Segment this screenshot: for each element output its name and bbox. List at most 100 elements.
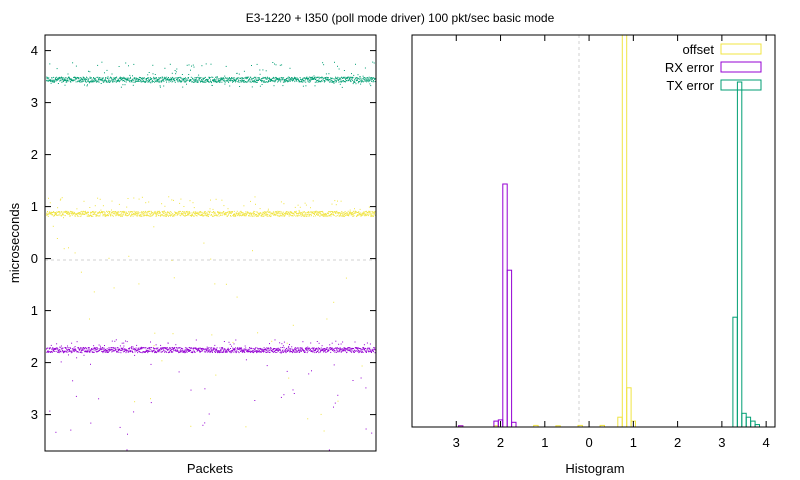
scatter-point [115, 212, 117, 214]
scatter-point [70, 212, 72, 214]
scatter-point [54, 348, 56, 350]
scatter-point [244, 345, 246, 347]
scatter-point [205, 351, 207, 353]
scatter-point [109, 211, 111, 212]
scatter-point [192, 64, 194, 66]
scatter-point [249, 348, 251, 350]
scatter-point [89, 318, 90, 320]
scatter-point [347, 213, 349, 215]
scatter-point [242, 77, 244, 79]
scatter-point [267, 78, 269, 80]
scatter-point [324, 213, 326, 215]
histogram-bar [506, 269, 513, 428]
scatter-point [308, 77, 310, 79]
scatter-point [189, 80, 191, 82]
scatter-point [230, 350, 232, 351]
scatter-point [148, 347, 149, 349]
scatter-point [330, 211, 332, 213]
scatter-point [304, 215, 306, 216]
scatter-point [73, 350, 75, 352]
scatter-point [90, 213, 92, 215]
scatter-point [181, 80, 183, 82]
scatter-point [67, 79, 69, 81]
scatter-point [240, 77, 242, 79]
scatter-point [282, 79, 284, 81]
scatter-point [283, 347, 285, 349]
scatter-point [300, 79, 302, 81]
scatter-point [247, 81, 249, 83]
scatter-point [345, 80, 347, 82]
scatter-point [308, 76, 310, 78]
scatter-point [331, 211, 333, 212]
scatter-point [121, 215, 123, 217]
scatter-point [176, 347, 178, 349]
scatter-point [259, 351, 261, 353]
scatter-point [130, 347, 132, 349]
scatter-point [320, 213, 322, 215]
scatter-point [166, 347, 168, 348]
scatter-point [90, 81, 92, 83]
scatter-point [112, 349, 114, 351]
histogram-frame [411, 34, 776, 428]
scatter-point [339, 81, 341, 83]
scatter-point [150, 402, 152, 404]
scatter-point [340, 77, 342, 79]
scatter-point [335, 350, 337, 352]
scatter-point [177, 214, 179, 216]
scatter-point [185, 81, 187, 83]
scatter-point [221, 199, 223, 201]
scatter-point [374, 81, 376, 83]
scatter-point [136, 215, 138, 217]
scatter-point [119, 349, 121, 351]
scatter-point [201, 65, 203, 67]
scatter-point [171, 78, 173, 80]
scatter-point [217, 211, 219, 212]
scatter-point [132, 346, 134, 348]
scatter-point [117, 80, 119, 82]
scatter-point [175, 344, 177, 346]
scatter-point [70, 347, 71, 349]
scatter-point [86, 347, 88, 349]
scatter-point [167, 342, 169, 344]
scatter-point [158, 77, 160, 79]
scatter-point [311, 212, 313, 214]
scatter-point [178, 351, 180, 353]
scatter-point [129, 211, 131, 213]
scatter-point [202, 424, 204, 426]
scatter-point [236, 350, 238, 352]
scatter-point [292, 324, 294, 326]
scatter-point [371, 215, 373, 217]
scatter-point [105, 351, 107, 353]
scatter-point [72, 348, 74, 350]
scatter-point [312, 76, 314, 78]
scatter-point [340, 80, 342, 82]
scatter-point [328, 211, 330, 212]
scatter-point [94, 213, 96, 215]
scatter-point [154, 352, 156, 354]
scatter-point [357, 82, 359, 84]
scatter-point [58, 211, 60, 213]
scatter-point [244, 352, 246, 353]
scatter-point [52, 347, 54, 349]
scatter-point [101, 78, 103, 80]
scatter-point [268, 215, 270, 217]
scatter-point [266, 78, 268, 80]
scatter-point [252, 215, 254, 217]
scatter-point [289, 351, 291, 353]
scatter-point [91, 80, 92, 82]
scatter-point [283, 351, 285, 353]
scatter-point [216, 350, 218, 352]
scatter-point [138, 347, 140, 349]
scatter-point [156, 212, 158, 214]
scatter-point [244, 213, 246, 215]
scatter-point [140, 212, 142, 214]
scatter-point [352, 76, 354, 78]
scatter-point [219, 211, 221, 213]
scatter-point [229, 85, 231, 87]
scatter-point [226, 80, 228, 82]
scatter-point [190, 80, 192, 81]
scatter-point [197, 213, 199, 215]
scatter-point [109, 348, 110, 350]
histogram-bar [736, 81, 743, 428]
scatter-point [233, 349, 234, 351]
